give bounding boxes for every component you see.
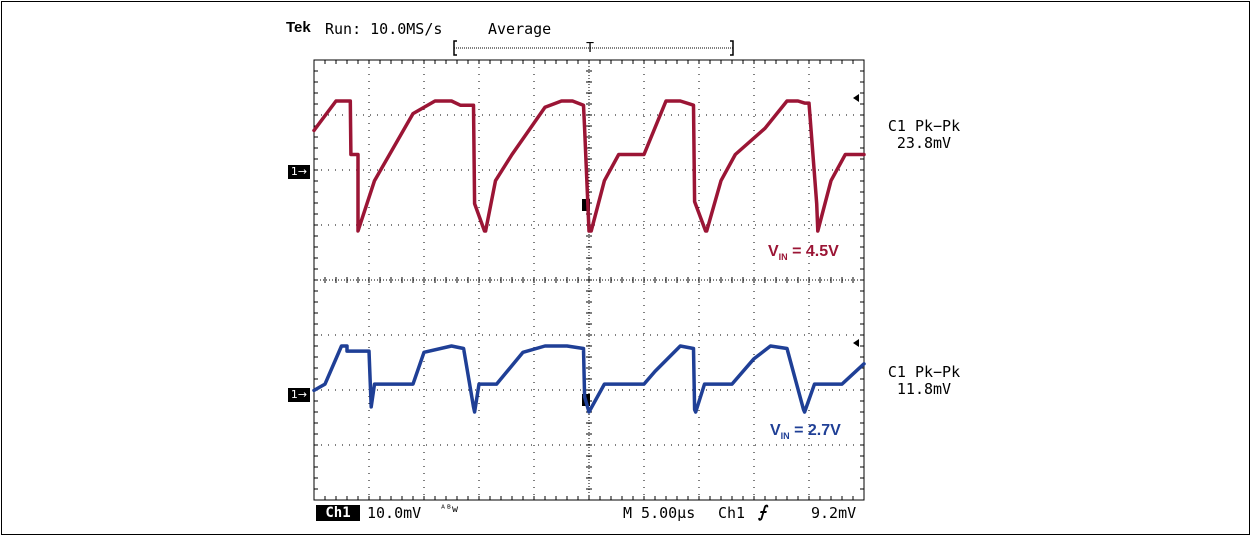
channel1-ref-marker-top: 1→ [288,165,310,179]
trigger-point-marker-top [582,199,590,211]
vin-bottom-value: = 2.7V [789,422,841,439]
vin-top-sub: IN [778,252,788,263]
measurement-bottom: C1 Pk−Pk 11.8mV [874,364,974,398]
tek-brand: Tek [286,19,311,36]
record-bar-left-bracket [453,40,457,56]
vin-bottom-sub: IN [780,431,790,442]
trigger-level-arrow-top [853,94,859,102]
trigger-source: Ch1 [718,504,746,522]
trace-vin-2-7v [312,344,866,414]
traces [312,99,866,414]
measurement-top-label: C1 Pk−Pk [887,117,961,135]
vertical-scale: 10.0mV [367,504,422,522]
vin-bottom-prefix: V [770,422,781,439]
measurement-bottom-label: C1 Pk−Pk [887,363,961,381]
measurement-top: C1 Pk−Pk 23.8mV [874,118,974,152]
record-bar-right-bracket [730,40,734,56]
run-status: Run: 10.0MS/s [325,20,443,38]
channel1-ref-marker-bottom: 1→ [288,388,310,402]
graticule [313,59,865,501]
record-position-bar: T [453,40,859,406]
measurement-top-value: 23.8mV [896,134,952,152]
vin-top-value: = 4.5V [787,243,839,260]
channel-badge: Ch1 [316,505,360,521]
vin-top-prefix: V [768,243,779,260]
measurement-bottom-value: 11.8mV [896,380,952,398]
trigger-slope-icon: ⨍ [758,504,767,521]
vin-label-top: VIN = 4.5V [768,243,839,262]
trigger-level-arrow-bottom [853,339,859,347]
trigger-position-label: T [586,41,594,56]
trace-vin-4-5v [312,99,866,233]
vin-label-bottom: VIN = 2.7V [770,422,841,441]
bandwidth-flag: ᴬᴮw [440,504,459,515]
acquisition-mode: Average [488,20,552,38]
timebase: M 5.00µs [623,504,696,522]
trigger-level: 9.2mV [811,504,857,522]
